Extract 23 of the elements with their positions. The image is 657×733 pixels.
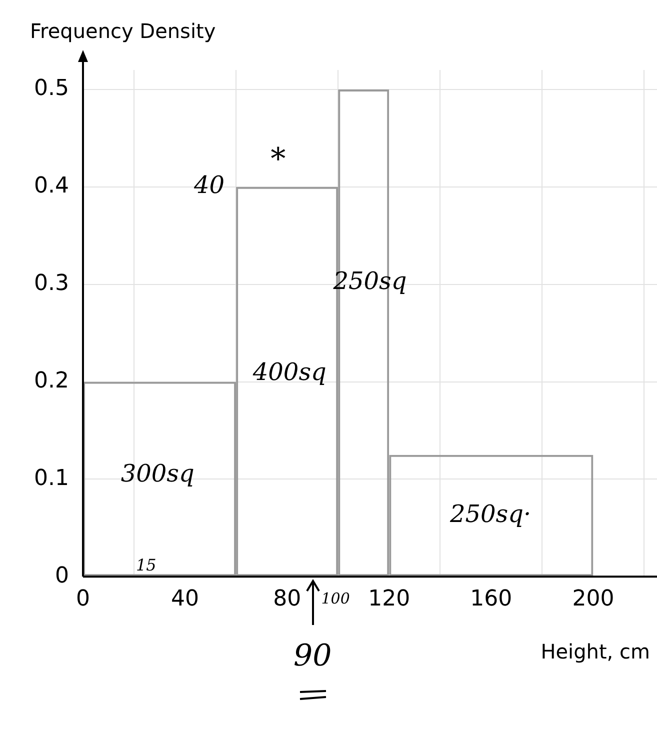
text: 100 xyxy=(321,589,350,608)
y-tick-label: 0.2 xyxy=(34,368,69,394)
y-axis-title: Frequency Density xyxy=(30,19,216,43)
annotation: 40 xyxy=(192,170,225,199)
annotation: 15 xyxy=(136,556,156,575)
x-tick-label: 80 xyxy=(273,586,302,612)
x-tick-label: 200 xyxy=(572,586,614,612)
x-tick-label: 40 xyxy=(171,586,200,612)
x-tick-label: 0 xyxy=(76,586,90,612)
y-tick-label: 0.5 xyxy=(34,76,69,102)
annotation: 250sq· xyxy=(448,500,532,528)
y-tick-label: 0 xyxy=(54,563,69,588)
annotation: 250sq xyxy=(332,267,407,296)
text: 90 xyxy=(294,638,332,674)
x-axis-title: Height, cm xyxy=(540,640,650,664)
x-tick-label: 160 xyxy=(470,586,512,612)
y-tick-label: 0.4 xyxy=(34,174,69,199)
y-tick-label: 0.1 xyxy=(34,466,69,491)
annotation: 400sq xyxy=(252,358,326,386)
y-tick-label: 0.3 xyxy=(34,271,69,296)
annotation: * xyxy=(270,142,286,177)
annotation: 300sq xyxy=(120,460,194,488)
x-tick-label: 120 xyxy=(368,586,410,612)
